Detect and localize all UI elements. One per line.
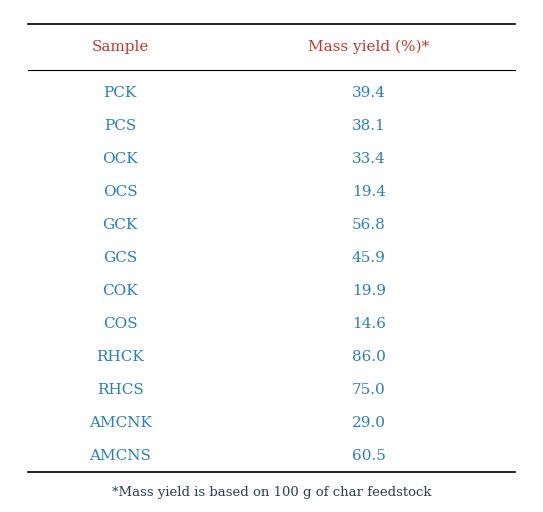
Text: Mass yield (%)*: Mass yield (%)* [308,40,430,54]
Text: 19.9: 19.9 [352,284,386,298]
Text: 33.4: 33.4 [352,152,386,166]
Text: COS: COS [103,317,137,331]
Text: RHCS: RHCS [97,383,143,397]
Text: 19.4: 19.4 [352,185,386,199]
Text: OCS: OCS [103,185,137,199]
Text: Sample: Sample [92,40,149,54]
Text: 39.4: 39.4 [352,86,386,100]
Text: AMCNK: AMCNK [89,416,151,430]
Text: 45.9: 45.9 [352,251,386,265]
Text: RHCK: RHCK [96,350,144,364]
Text: 60.5: 60.5 [352,449,386,463]
Text: GCK: GCK [103,218,138,232]
Text: *Mass yield is based on 100 g of char feedstock: *Mass yield is based on 100 g of char fe… [112,486,431,499]
Text: 14.6: 14.6 [352,317,386,331]
Text: AMCNS: AMCNS [89,449,151,463]
Text: 86.0: 86.0 [352,350,386,364]
Text: 38.1: 38.1 [352,119,386,133]
Text: 75.0: 75.0 [352,383,386,397]
Text: OCK: OCK [103,152,138,166]
Text: PCK: PCK [104,86,137,100]
Text: GCS: GCS [103,251,137,265]
Text: COK: COK [103,284,138,298]
Text: 29.0: 29.0 [352,416,386,430]
Text: 56.8: 56.8 [352,218,386,232]
Text: PCS: PCS [104,119,136,133]
